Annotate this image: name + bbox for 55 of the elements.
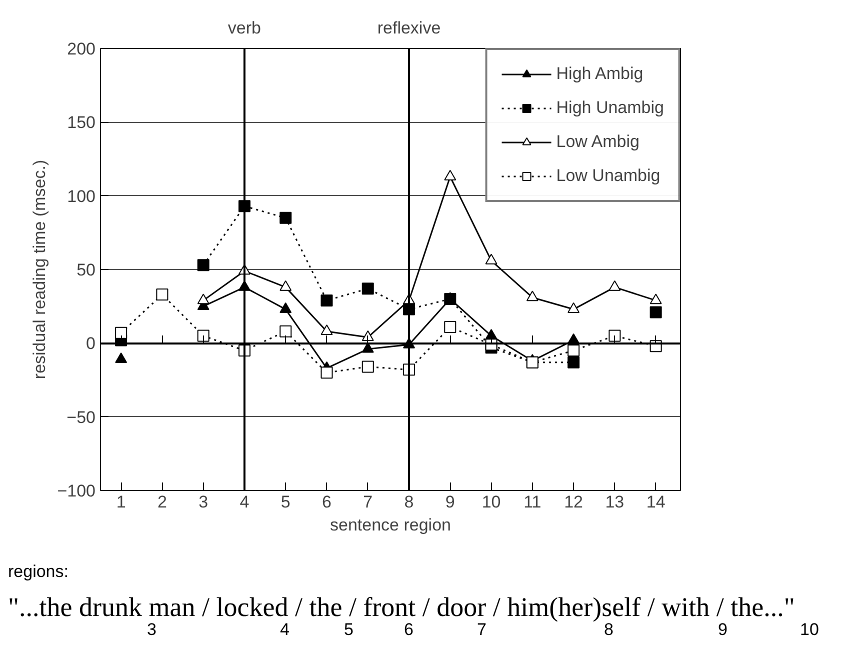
legend-label: Low Ambig [556,132,640,152]
x-tick-label: 7 [363,492,373,512]
ref-line-label: reflexive [377,18,441,38]
x-tick-label: 10 [482,492,501,512]
text: regions: [8,561,68,583]
point [280,302,292,313]
text: 10 [800,619,819,641]
x-tick-label: 11 [524,492,542,512]
point [280,212,292,224]
point [568,356,580,368]
y-tick-label: 50 [76,260,96,280]
y-tick-label: 100 [67,186,96,206]
x-tick-label: 12 [564,492,584,512]
legend-label: High Unambig [556,98,664,118]
y-tick-label: 0 [86,334,96,354]
legend-label: Low Unambig [556,166,660,186]
x-tick-label: 1 [116,492,126,512]
point [320,294,333,306]
point [650,306,662,318]
point [197,294,210,304]
x-tick-label: 3 [198,492,208,512]
point [320,366,333,379]
y-tick-label: −50 [66,408,96,427]
point [320,324,333,336]
point [568,302,580,313]
y-tick-label: −100 [57,482,96,500]
x-tick-label: 8 [404,492,414,512]
point [362,282,374,295]
legend-label: High Ambig [556,64,644,84]
point [444,170,456,180]
x-tick-label: 13 [605,492,624,512]
x-tick-label: 6 [322,492,332,512]
point [650,294,662,304]
point [280,325,292,338]
x-axis-title: sentence region [330,516,451,534]
x-tick-label: 9 [445,492,455,512]
text: 8 [604,620,614,641]
x-tick-label: 4 [240,492,250,512]
point [485,254,498,264]
point [608,280,621,291]
point [280,280,292,291]
ref-line-label: verb [228,18,262,38]
point [362,360,374,373]
y-axis-title: residual reading time (msec.) [30,160,50,380]
x-tick-label: 5 [280,492,290,512]
point [362,330,374,341]
x-tick-label: 2 [157,492,167,512]
point [197,259,210,272]
x-tick-label: 14 [646,492,666,512]
y-tick-label: 150 [67,113,96,132]
point [115,352,128,364]
point [526,290,538,302]
point [608,330,621,342]
point [115,326,128,339]
y-tick-label: 200 [67,40,96,58]
